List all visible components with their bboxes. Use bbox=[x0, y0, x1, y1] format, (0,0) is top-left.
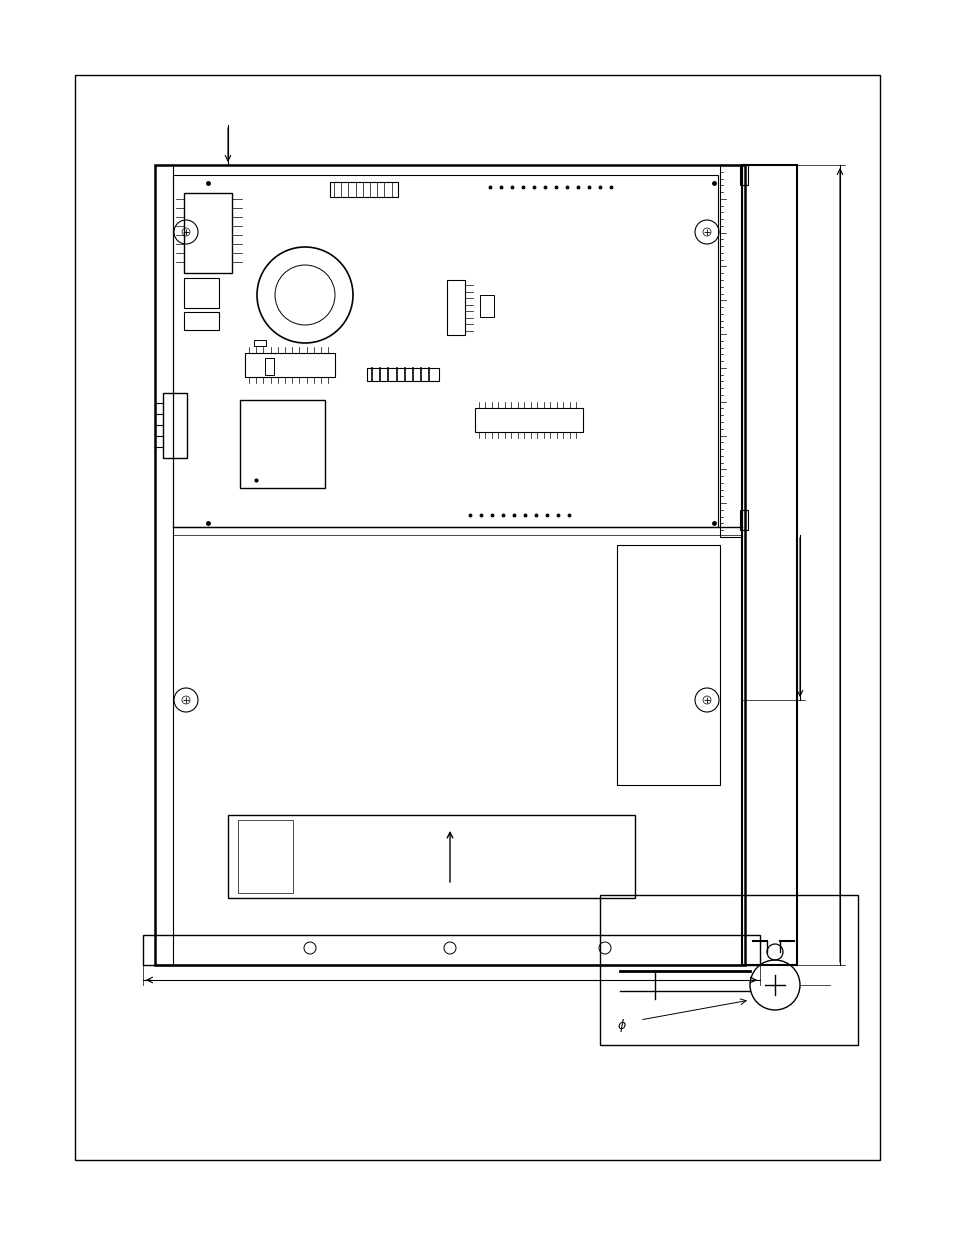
Bar bbox=[154, 165, 172, 965]
Bar bbox=[184, 193, 232, 273]
Bar bbox=[240, 400, 325, 488]
Bar bbox=[75, 75, 879, 1160]
Bar bbox=[237, 820, 293, 893]
Bar bbox=[720, 165, 741, 537]
Bar bbox=[184, 312, 219, 330]
Bar bbox=[228, 815, 635, 898]
Bar bbox=[617, 545, 720, 785]
Bar bbox=[184, 278, 219, 308]
Bar bbox=[447, 280, 464, 335]
Bar bbox=[143, 935, 760, 965]
Bar bbox=[367, 368, 438, 382]
Bar bbox=[475, 408, 582, 432]
Bar bbox=[163, 393, 187, 458]
Bar bbox=[253, 340, 266, 346]
Bar bbox=[330, 182, 397, 198]
Bar bbox=[172, 175, 718, 527]
Bar bbox=[479, 295, 494, 317]
Bar bbox=[154, 165, 744, 965]
Bar bbox=[245, 353, 335, 377]
Bar bbox=[740, 510, 747, 530]
Bar bbox=[265, 358, 274, 375]
Bar bbox=[741, 165, 796, 965]
Bar bbox=[599, 895, 857, 1045]
Text: $\phi$: $\phi$ bbox=[617, 1016, 626, 1034]
Bar bbox=[740, 165, 747, 185]
